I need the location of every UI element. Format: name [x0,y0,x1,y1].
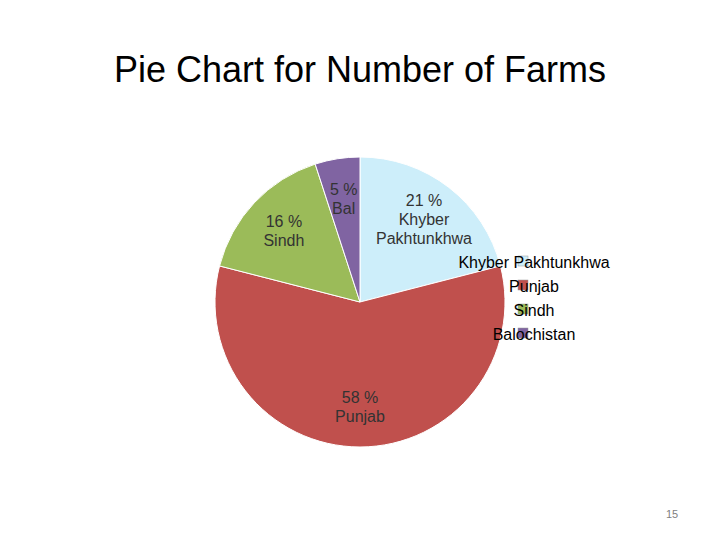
svg-text:Sindh: Sindh [514,302,555,319]
svg-text:15: 15 [666,508,678,520]
svg-text:16 %Sindh: 16 %Sindh [263,213,304,249]
svg-text:5 %Bal: 5 %Bal [330,181,358,217]
svg-text:58 %Punjab: 58 %Punjab [335,389,385,425]
svg-text:Khyber Pakhtunkhwa: Khyber Pakhtunkhwa [458,254,609,271]
svg-text:Punjab: Punjab [509,278,559,295]
svg-text:Balochistan: Balochistan [493,326,576,343]
svg-text:21 %KhyberPakhtunkhwa: 21 %KhyberPakhtunkhwa [376,192,472,247]
svg-text:Pie Chart for Number of Farms: Pie Chart for Number of Farms [114,49,606,90]
